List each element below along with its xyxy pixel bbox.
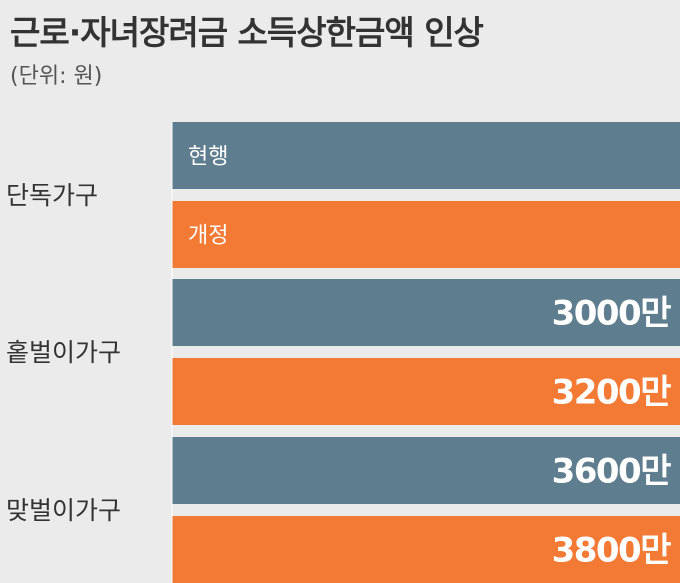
category-label: 단독가구 — [6, 181, 98, 210]
value-label: 3800만 — [552, 531, 672, 571]
bar-current — [172, 437, 680, 504]
bar-revised — [172, 201, 680, 268]
category-label: 홑벌이가구 — [6, 338, 121, 367]
bar-revised — [172, 358, 680, 425]
value-label: 3200만 — [552, 373, 672, 413]
bar-current — [172, 122, 680, 189]
value-label: 3600만 — [552, 452, 672, 492]
legend-label: 현행 — [188, 145, 228, 170]
chart-title: 근로·자녀장려금 소득상한금액 인상 — [10, 13, 484, 52]
legend-label: 개정 — [188, 224, 228, 249]
bar-current — [172, 279, 680, 346]
unit-label: (단위: 원) — [10, 64, 103, 89]
category-label: 맞벌이가구 — [6, 496, 121, 525]
value-label: 3000만 — [552, 294, 672, 334]
bar-revised — [172, 516, 680, 583]
